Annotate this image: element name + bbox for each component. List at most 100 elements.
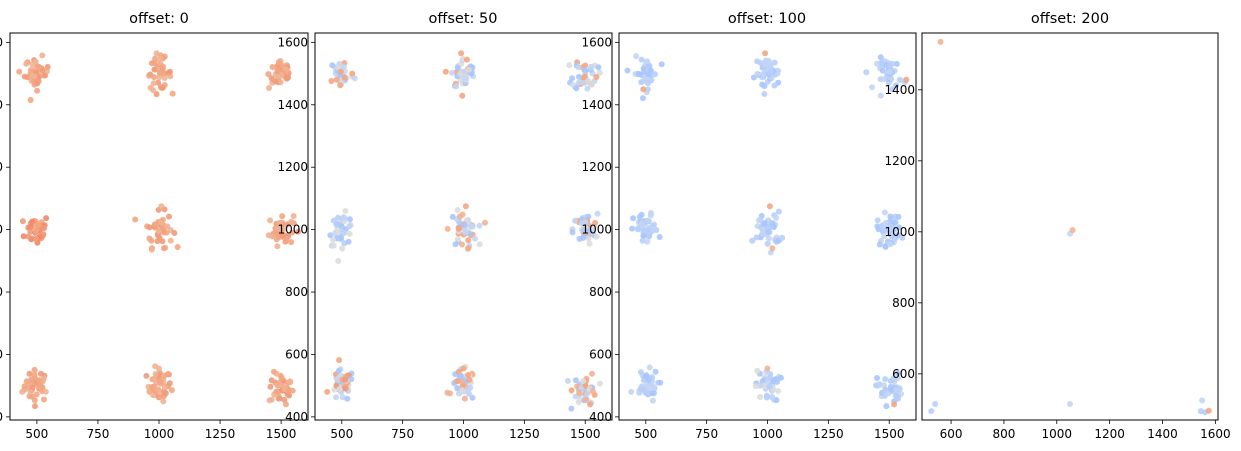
x-tick-label: 750 bbox=[86, 427, 109, 441]
scatter-point bbox=[330, 242, 337, 249]
scatter-point bbox=[277, 79, 284, 86]
scatter-point bbox=[283, 236, 290, 243]
scatter-point bbox=[345, 238, 352, 245]
scatter-point bbox=[462, 229, 469, 236]
scatter-point bbox=[759, 226, 766, 233]
scatter-point bbox=[171, 230, 178, 236]
scatter-point bbox=[336, 386, 343, 392]
scatter-point bbox=[582, 218, 589, 225]
scatter-point bbox=[166, 213, 172, 220]
scatter-point bbox=[893, 60, 900, 67]
scatter-point bbox=[335, 367, 342, 374]
scatter-point bbox=[329, 62, 336, 69]
scatter-point bbox=[638, 220, 645, 227]
scatter-point bbox=[341, 229, 348, 236]
scatter-point bbox=[932, 401, 939, 407]
scatter-point bbox=[266, 85, 272, 91]
scatter-point bbox=[580, 378, 587, 384]
scatter-points bbox=[624, 50, 910, 410]
scatter-point bbox=[575, 64, 582, 71]
x-tick-label: 750 bbox=[695, 427, 718, 441]
scatter-point bbox=[461, 222, 468, 228]
scatter-point bbox=[444, 225, 451, 232]
scatter-point bbox=[161, 384, 168, 391]
x-axis: 500 750 1000 1250 1500 bbox=[634, 420, 904, 441]
scatter-point bbox=[26, 370, 33, 377]
scatter-point bbox=[640, 95, 646, 102]
scatter-point bbox=[41, 225, 48, 232]
y-tick-label: 800 bbox=[589, 285, 612, 299]
y-tick-label: 600 bbox=[0, 347, 3, 361]
y-tick-label: 1000 bbox=[884, 225, 915, 239]
scatter-point bbox=[770, 378, 777, 385]
scatter-point bbox=[640, 227, 647, 234]
x-tick-label: 1000 bbox=[448, 427, 479, 441]
scatter-point bbox=[779, 234, 786, 241]
scatter-point bbox=[167, 68, 173, 75]
scatter-point bbox=[462, 203, 469, 210]
scatter-point bbox=[31, 366, 38, 373]
scatter-point bbox=[152, 371, 159, 377]
subplot-title: offset: 50 bbox=[429, 11, 498, 27]
scatter-point bbox=[863, 69, 870, 76]
scatter-point bbox=[37, 384, 44, 391]
scatter-point bbox=[328, 78, 335, 84]
scatter-point bbox=[568, 405, 575, 412]
scatter-point bbox=[761, 91, 768, 97]
scatter-point bbox=[174, 244, 181, 250]
scatter-point bbox=[644, 58, 651, 65]
scatter-point bbox=[888, 233, 895, 239]
scatter-point bbox=[638, 211, 645, 218]
scatter-point bbox=[649, 397, 656, 404]
scatter-point bbox=[893, 82, 900, 89]
subplot-offset-0: offset: 0 500 750 1000 1250 1500 400 600 800 10… bbox=[0, 11, 309, 441]
x-tick-label: 1500 bbox=[266, 427, 297, 441]
scatter-point bbox=[279, 213, 286, 220]
scatter-point bbox=[882, 243, 889, 250]
scatter-point bbox=[146, 72, 153, 79]
scatter-point bbox=[624, 67, 631, 74]
scatter-point bbox=[766, 203, 773, 210]
scatter-point bbox=[569, 229, 576, 236]
scatter-point bbox=[568, 387, 575, 394]
scatter-point bbox=[761, 61, 768, 67]
scatter-point bbox=[149, 384, 156, 390]
scatter-point bbox=[333, 221, 340, 228]
scatter-point bbox=[274, 66, 281, 73]
y-tick-label: 1600 bbox=[0, 35, 3, 49]
scatter-point bbox=[465, 66, 472, 73]
scatter-point bbox=[893, 394, 900, 401]
subplot-offset-200: offset: 200 600 800 1000 1200 1400 1600 600 80… bbox=[884, 11, 1230, 441]
scatter-point bbox=[166, 380, 173, 387]
y-tick-label: 1200 bbox=[581, 160, 612, 174]
scatter-point bbox=[336, 357, 343, 364]
scatter-point bbox=[154, 238, 161, 245]
scatter-point bbox=[274, 382, 281, 389]
scatter-point bbox=[342, 376, 349, 383]
scatter-point bbox=[593, 74, 600, 80]
scatter-point bbox=[458, 50, 465, 57]
scatter-point bbox=[459, 387, 465, 394]
y-tick-label: 400 bbox=[0, 410, 3, 424]
scatter-point bbox=[333, 394, 340, 401]
scatter-point bbox=[459, 241, 466, 248]
scatter-point bbox=[281, 396, 288, 403]
scatter-point bbox=[899, 234, 906, 241]
scatter-point bbox=[628, 388, 635, 395]
scatter-point bbox=[775, 208, 782, 215]
scatter-point bbox=[582, 67, 588, 74]
x-tick-label: 1400 bbox=[1147, 427, 1178, 441]
scatter-point bbox=[466, 391, 473, 397]
scatter-point bbox=[580, 227, 587, 233]
y-tick-label: 400 bbox=[285, 410, 308, 424]
scatter-point bbox=[346, 216, 353, 223]
scatter-point bbox=[335, 229, 342, 236]
scatter-point bbox=[575, 79, 582, 86]
scatter-point bbox=[566, 62, 573, 69]
scatter-point bbox=[147, 84, 154, 91]
scatter-point bbox=[289, 229, 296, 236]
scatter-point bbox=[874, 223, 881, 230]
scatter-point bbox=[19, 388, 26, 395]
scatter-point bbox=[764, 365, 771, 372]
